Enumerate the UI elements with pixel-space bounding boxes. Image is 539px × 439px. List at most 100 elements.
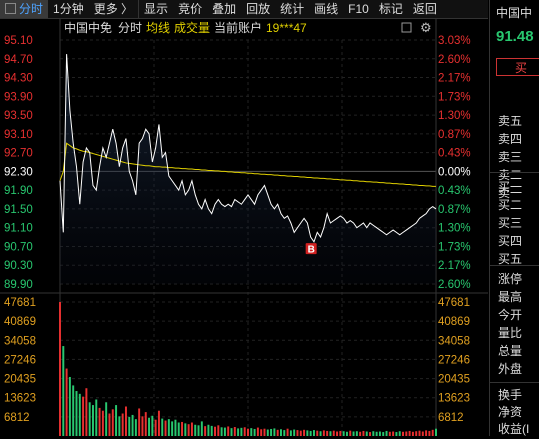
volume-bar — [105, 402, 108, 436]
volume-bar — [270, 428, 273, 436]
header-avg-label: 均线 — [146, 21, 170, 35]
volume-bar — [101, 410, 104, 436]
tab-1min[interactable]: 1分钟 — [48, 0, 89, 18]
pct-tick-label: 1.73% — [438, 91, 471, 103]
volume-bar — [375, 431, 378, 436]
buy-button[interactable]: 买 — [496, 58, 539, 76]
volume-bar — [303, 429, 306, 436]
volume-bar — [309, 430, 312, 436]
price-tick-label: 93.50 — [4, 110, 33, 122]
price-tick-label: 94.70 — [4, 54, 33, 66]
stats-button[interactable]: 统计 — [275, 0, 309, 18]
volume-bar — [207, 424, 210, 436]
pct-tick-label: 1.73% — [438, 241, 471, 253]
stat-label: 净资 — [498, 405, 523, 419]
stat-label: 涨停 — [498, 272, 523, 286]
more-menu-label: 更多 〉 — [93, 2, 134, 16]
pct-tick-label: 0.87% — [438, 129, 471, 141]
volume-bar — [154, 419, 157, 436]
volume-tick-label: 34058 — [438, 335, 470, 347]
overlay-button[interactable]: 叠加 — [207, 0, 241, 18]
volume-bar — [431, 429, 434, 436]
volume-bar — [408, 430, 411, 436]
display-button[interactable]: 显示 — [138, 0, 173, 18]
settings-gear-icon: ⚙ — [420, 20, 432, 35]
chart-canvas[interactable]: 中国中免 分时 均线 成交量 当前账户 19***47 ⚙ 95.10 3.03% 94.70 2.… — [0, 19, 488, 436]
volume-bar — [197, 425, 200, 436]
more-menu[interactable]: 更多 〉 — [89, 0, 138, 18]
pct-tick-label: 0.43% — [438, 148, 471, 160]
buy-marker-label: B — [308, 245, 315, 256]
ask-level-label: 卖一 — [498, 186, 523, 200]
side-last-price: 91.48 — [496, 28, 534, 45]
volume-bar — [177, 422, 180, 436]
price-tick-label: 90.70 — [4, 241, 33, 253]
volume-bar — [59, 302, 61, 436]
volume-bar — [395, 432, 398, 436]
intraday-chart[interactable]: 中国中免 分时 均线 成交量 当前账户 19***47 ⚙ 95.10 3.03% 94.70 2.… — [0, 19, 488, 436]
volume-bar — [378, 431, 381, 436]
volume-bar — [398, 431, 401, 436]
volume-bar — [118, 416, 121, 436]
display-button-label: 显示 — [144, 2, 169, 16]
replay-button-label: 回放 — [246, 2, 271, 16]
volume-bar — [161, 418, 164, 436]
pct-tick-label: 0.00% — [438, 166, 471, 178]
volume-bar — [92, 405, 94, 436]
price-tick-label: 91.90 — [4, 185, 33, 197]
price-tick-label: 91.50 — [4, 204, 33, 216]
volume-bar — [421, 431, 424, 436]
pct-tick-label: 2.17% — [438, 260, 471, 272]
f10-button[interactable]: F10 — [343, 0, 374, 18]
volume-bar — [326, 430, 329, 436]
stat-label: 今开 — [498, 308, 523, 322]
pct-tick-label: 2.17% — [438, 73, 471, 85]
back-button[interactable]: 返回 — [408, 0, 442, 18]
window-icon — [5, 3, 16, 14]
tab-fenshi[interactable]: 分时 — [0, 0, 49, 18]
volume-tick-label: 27246 — [4, 354, 36, 366]
volume-bar — [75, 391, 78, 436]
volume-tick-label: 40869 — [4, 316, 36, 328]
volume-bar — [237, 428, 240, 436]
volume-bar — [227, 426, 230, 436]
volume-bar — [362, 430, 365, 436]
volume-bar — [247, 428, 249, 436]
volume-bar — [266, 429, 269, 436]
draw-line-button-label: 画线 — [314, 2, 339, 16]
stat-label: 总量 — [498, 344, 523, 358]
volume-bar — [355, 431, 358, 436]
stat-label: 最高 — [498, 290, 523, 304]
volume-bar — [62, 346, 65, 436]
volume-bar — [88, 402, 91, 436]
volume-bar — [263, 428, 266, 436]
volume-bar — [365, 431, 368, 436]
volume-bar — [111, 409, 114, 436]
volume-bar — [233, 427, 236, 436]
volume-bar — [190, 422, 193, 436]
volume-bar — [359, 431, 362, 436]
volume-bar — [240, 427, 243, 436]
volume-bar — [280, 429, 282, 436]
price-tick-label: 94.30 — [4, 73, 33, 85]
volume-bar — [405, 431, 408, 436]
volume-bar — [339, 430, 342, 436]
pct-tick-label: 1.30% — [438, 223, 471, 235]
volume-bar — [273, 428, 276, 436]
volume-bar — [256, 427, 259, 436]
pct-tick-label: 0.87% — [438, 204, 471, 216]
price-tick-label: 92.70 — [4, 148, 33, 160]
pct-tick-label: 1.30% — [438, 110, 471, 122]
volume-bar — [435, 428, 437, 436]
volume-bar — [141, 416, 144, 436]
volume-bar — [336, 431, 339, 436]
replay-button[interactable]: 回放 — [241, 0, 275, 18]
bid-level-label: 买一 — [498, 180, 523, 194]
volume-tick-label: 34058 — [4, 335, 36, 347]
pct-tick-label: 3.03% — [438, 35, 471, 47]
mark-button[interactable]: 标记 — [374, 0, 408, 18]
volume-bar — [108, 413, 111, 436]
volume-bar — [131, 414, 134, 436]
auction-button[interactable]: 竞价 — [173, 0, 207, 18]
draw-line-button[interactable]: 画线 — [309, 0, 343, 18]
